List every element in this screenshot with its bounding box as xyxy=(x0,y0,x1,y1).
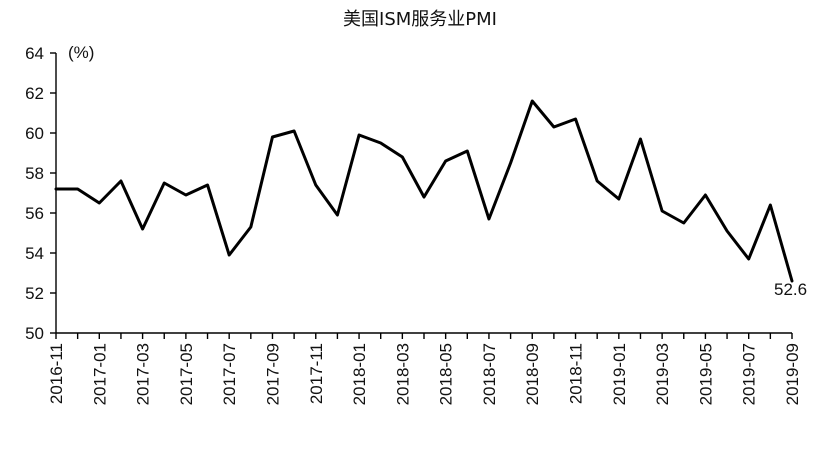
x-tick-label: 2016-11 xyxy=(47,343,66,404)
x-tick-label: 2017-11 xyxy=(307,343,326,404)
y-tick-label: 58 xyxy=(25,164,44,183)
y-axis: 50 52 54 56 58 60 62 64 xyxy=(25,44,57,343)
x-axis: 2016-11 2017-01 2017-03 2017-05 2017-07 2017-… xyxy=(47,332,802,405)
data-annotation: 52.6 xyxy=(774,280,807,299)
y-tick-label: 60 xyxy=(25,124,44,143)
x-tick-label: 2018-01 xyxy=(350,343,369,405)
x-tick-label: 2019-07 xyxy=(740,343,759,405)
x-tick-label: 2017-07 xyxy=(220,343,239,405)
x-tick-label: 2018-03 xyxy=(393,343,412,405)
x-tick-label: 2018-11 xyxy=(567,343,586,404)
y-unit-label: (%) xyxy=(68,43,94,62)
y-tick-label: 56 xyxy=(25,204,44,223)
chart-title: 美国ISM服务业PMI xyxy=(343,9,497,30)
x-tick-label: 2019-01 xyxy=(610,343,629,405)
x-tick-label: 2017-09 xyxy=(263,343,282,405)
x-tick-label: 2017-05 xyxy=(177,343,196,405)
x-tick-label: 2017-03 xyxy=(134,343,153,405)
x-tick-label: 2019-09 xyxy=(783,343,802,405)
x-tick-label: 2017-01 xyxy=(90,343,109,405)
series-layer xyxy=(54,99,794,283)
x-tick-label: 2019-05 xyxy=(696,343,715,405)
x-tick-label: 2018-07 xyxy=(480,343,499,405)
y-tick-label: 64 xyxy=(25,44,44,63)
x-tick-label: 2018-05 xyxy=(437,343,456,405)
y-tick-label: 52 xyxy=(25,284,44,303)
y-tick-label: 62 xyxy=(25,84,44,103)
y-tick-label: 50 xyxy=(25,324,44,343)
y-tick-label: 54 xyxy=(25,244,44,263)
annotation-layer: 52.6 xyxy=(774,280,807,299)
x-tick-label: 2018-09 xyxy=(523,343,542,405)
series-line xyxy=(54,99,794,283)
x-tick-label: 2019-03 xyxy=(653,343,672,405)
